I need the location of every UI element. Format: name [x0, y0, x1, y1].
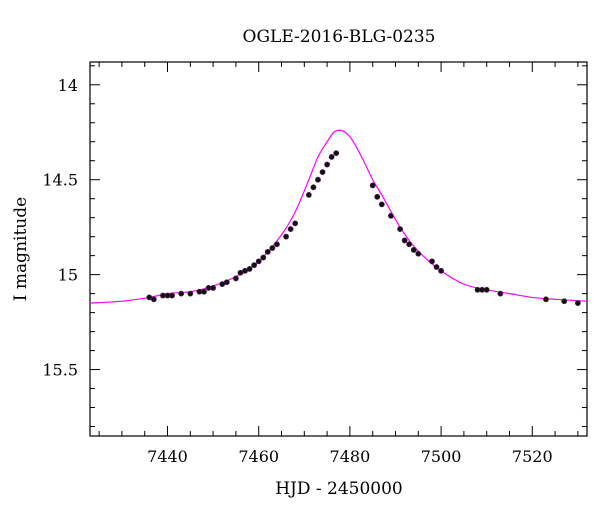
y-tick-labels: 14 14.5 15 15.5 [42, 76, 78, 380]
data-point [561, 298, 568, 305]
data-point [251, 262, 258, 269]
data-point [150, 296, 157, 303]
data-point [324, 161, 331, 168]
x-tick-label: 7500 [421, 447, 462, 466]
x-tick-label: 7520 [512, 447, 553, 466]
data-point [287, 226, 294, 232]
plot-frame [89, 61, 588, 437]
data-point [233, 275, 239, 282]
data-point [483, 286, 490, 293]
x-tick-label: 7480 [330, 447, 371, 466]
data-point [543, 296, 549, 303]
data-point [574, 300, 581, 307]
axis-ticks [90, 62, 587, 436]
data-point [292, 220, 299, 227]
data-point [401, 237, 408, 244]
data-point [223, 279, 230, 286]
y-tick-label: 15 [58, 266, 78, 285]
data-point [438, 267, 444, 274]
data-point [269, 245, 276, 251]
chart-title: OGLE-2016-BLG-0235 [243, 27, 436, 47]
x-tick-label: 7460 [238, 447, 279, 466]
data-point [429, 258, 435, 265]
data-point [374, 193, 381, 200]
data-point [433, 264, 440, 270]
data-point [264, 248, 271, 255]
y-tick-label: 14.5 [42, 171, 78, 190]
data-point [178, 290, 185, 297]
data-point [283, 233, 289, 240]
y-axis-label: I magnitude [11, 197, 31, 301]
data-point [497, 290, 504, 297]
data-point [246, 266, 253, 272]
data-point [328, 154, 335, 160]
data-point [305, 191, 312, 198]
data-point [310, 184, 317, 191]
data-point [410, 247, 417, 253]
data-point [260, 254, 267, 261]
x-tick-labels: 7440 7460 7480 7500 7520 [147, 447, 552, 466]
x-tick-label: 7440 [147, 447, 188, 466]
model-curve [89, 129, 588, 304]
data-point [201, 288, 207, 295]
data-point [210, 285, 217, 291]
data-point [388, 212, 394, 219]
data-point [397, 226, 403, 232]
data-point [378, 201, 385, 208]
data-point [274, 241, 280, 248]
data-point [406, 241, 413, 248]
data-point [369, 182, 376, 189]
y-tick-label: 14 [58, 76, 78, 95]
data-points [146, 150, 581, 307]
data-point [319, 169, 326, 176]
y-tick-label: 15.5 [42, 361, 78, 380]
data-point [415, 250, 422, 257]
data-point [187, 290, 194, 297]
data-point [169, 292, 175, 299]
data-point [255, 258, 262, 265]
data-point [333, 150, 340, 157]
data-point [315, 176, 321, 183]
x-axis-label: HJD - 2450000 [275, 479, 403, 499]
